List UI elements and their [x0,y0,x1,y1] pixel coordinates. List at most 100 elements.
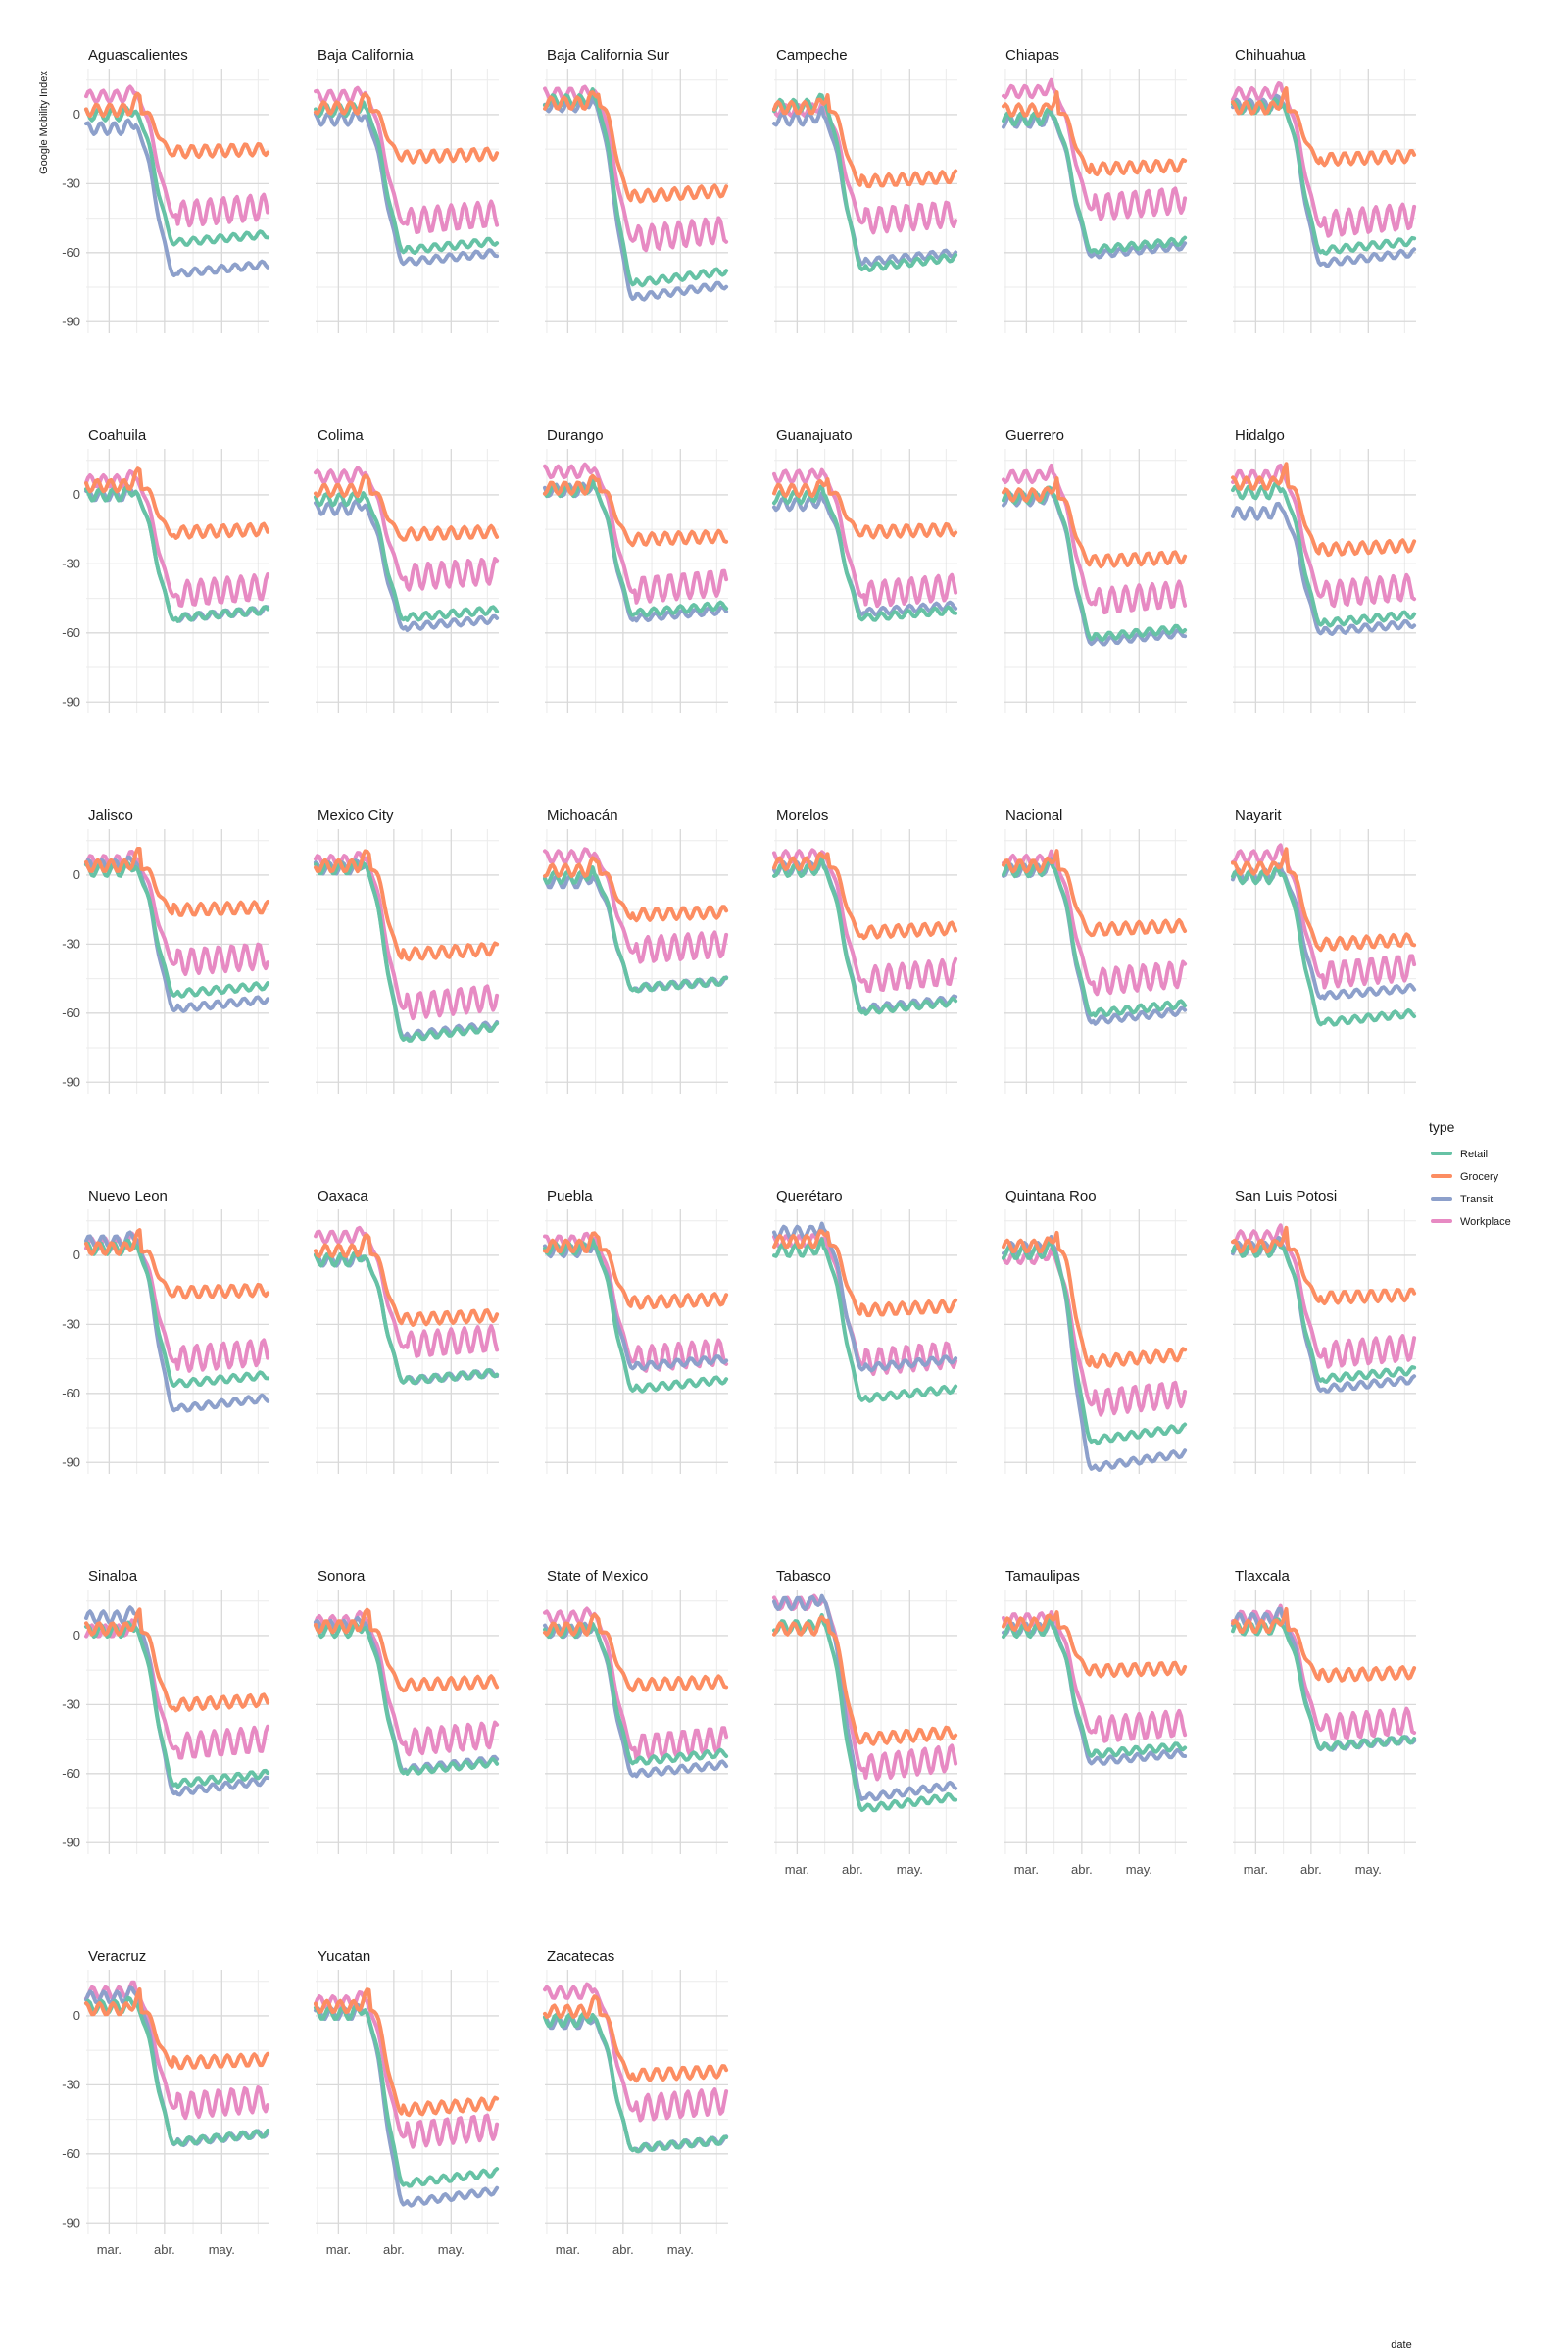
panel-mexico-city: Mexico City [314,808,500,1094]
y-tick-label: -90 [62,1074,80,1089]
x-tick-label: abr. [154,2242,175,2257]
series-line-grocery-aguascalientes [84,91,270,160]
panel-title-hidalgo: Hidalgo [1235,427,1285,444]
panel-title-coahuila: Coahuila [88,427,147,444]
panel-puebla: Puebla [543,1188,729,1474]
panel-tabasco: Tabasco mar. abr. may. [772,1568,958,1877]
series-line-transit-chihuahua [1231,93,1417,268]
series-line-grocery-san-luis-potosi [1231,1225,1417,1305]
series-line-grocery-campeche [772,93,958,189]
series-line-workplace-baja-california [314,85,500,234]
panel-guerrero: Guerrero [1002,427,1188,713]
panel-title-state-of-mexico: State of Mexico [547,1568,648,1585]
legend: type Retail Grocery Transit Workplace [1429,1119,1511,1228]
x-tick-label: abr. [612,2242,634,2257]
series-line-workplace-state-of-mexico [543,1606,729,1762]
y-axis-title: Google Mobility Index [38,71,50,174]
panel-grid-jalisco [86,829,270,1094]
x-tick-label: may. [1126,1862,1152,1877]
panel-title-tlaxcala: Tlaxcala [1235,1568,1291,1585]
panel-yucatan: Yucatan mar. abr. may. [314,1948,500,2257]
series-line-transit-chiapas [1002,109,1188,260]
panel-chihuahua: Chihuahua [1231,47,1417,333]
y-tick-label: -30 [62,1696,80,1711]
legend-label-transit: Transit [1460,1194,1493,1205]
panel-title-tabasco: Tabasco [776,1568,831,1585]
y-tick-label: 0 [74,2008,80,2023]
series-line-grocery-yucatan [314,1987,500,2118]
panel-chiapas: Chiapas [1002,47,1188,333]
series-line-retail-oaxaca [314,1250,500,1386]
panel-title-durango: Durango [547,427,604,444]
series-line-workplace-sonora [314,1610,500,1757]
panel-title-guanajuato: Guanajuato [776,427,853,444]
panel-grid-tlaxcala [1233,1590,1416,1854]
y-tick-label: -60 [62,1766,80,1781]
y-tick-label: -30 [62,556,80,570]
y-tick-label: 0 [74,1628,80,1642]
panel-jalisco: Jalisco 0 -30 -60 -90 [62,808,270,1094]
series-line-transit-zacatecas [543,2013,729,2153]
series-line-retail-yucatan [314,2003,500,2188]
series-line-retail-guanajuato [772,484,958,622]
series-line-workplace-quintana-roo [1002,1247,1188,1417]
series-line-transit-hidalgo [1231,501,1417,636]
x-tick-label: abr. [383,2242,405,2257]
series-line-workplace-campeche [772,100,958,235]
series-line-grocery-chiapas [1002,90,1188,176]
series-line-grocery-sonora [314,1607,500,1693]
y-tick-label: -60 [62,1386,80,1400]
x-tick-label: may. [438,2242,465,2257]
series-line-grocery-durango [543,473,729,548]
x-tick-label: mar. [97,2242,122,2257]
series-line-retail-nacional [1002,858,1188,1018]
legend-item-workplace: Workplace [1431,1216,1511,1228]
series-line-retail-state-of-mexico [543,1621,729,1766]
series-line-grocery-baja-california [314,92,500,165]
panel-baja-california: Baja California [314,47,500,333]
y-tick-label: -90 [62,1454,80,1469]
panel-title-jalisco: Jalisco [88,808,133,824]
y-tick-label: -30 [62,936,80,951]
series-line-grocery-jalisco [84,847,270,917]
y-tick-label: 0 [74,107,80,122]
y-tick-label: -30 [62,175,80,190]
series-line-workplace-chihuahua [1231,81,1417,238]
panel-title-queretaro: Querétaro [776,1188,843,1204]
panel-nayarit: Nayarit [1231,808,1417,1094]
panel-grid-tamaulipas [1004,1590,1187,1854]
series-line-retail-durango [543,477,729,618]
y-tick-label: -90 [62,694,80,709]
panel-title-quintana-roo: Quintana Roo [1005,1188,1097,1204]
panel-title-nacional: Nacional [1005,808,1062,824]
panel-grid-nayarit [1233,829,1416,1094]
panel-title-puebla: Puebla [547,1188,593,1204]
series-line-retail-tabasco [772,1613,958,1813]
x-axis-title: date [1391,2339,1411,2351]
x-tick-label: may. [1355,1862,1382,1877]
series-line-retail-jalisco [84,860,270,999]
panel-san-luis-potosi: San Luis Potosi [1231,1188,1417,1474]
panel-nacional: Nacional [1002,808,1188,1094]
series-line-workplace-nuevo-leon [84,1231,270,1373]
y-tick-label: -60 [62,1005,80,1020]
series-line-grocery-tabasco [772,1615,958,1746]
series-line-workplace-puebla [543,1231,729,1373]
y-tick-label: -60 [62,2146,80,2161]
panel-title-campeche: Campeche [776,47,848,64]
series-line-workplace-mexico-city [314,851,500,1021]
series-line-workplace-sinaloa [84,1618,270,1760]
series-line-workplace-aguascalientes [84,84,270,228]
panel-grid-queretaro [774,1209,957,1474]
series-line-retail-puebla [543,1238,729,1394]
series-line-retail-michoacan [543,865,729,994]
series-line-transit-baja-california [314,110,500,267]
series-line-grocery-guerrero [1002,476,1188,569]
series-line-workplace-yucatan [314,1990,500,2149]
panel-title-baja-california-sur: Baja California Sur [547,47,669,64]
series-line-grocery-state-of-mexico [543,1612,729,1693]
panel-title-aguascalientes: Aguascalientes [88,47,188,64]
panel-queretaro: Querétaro [772,1188,958,1474]
x-tick-label: abr. [1300,1862,1322,1877]
